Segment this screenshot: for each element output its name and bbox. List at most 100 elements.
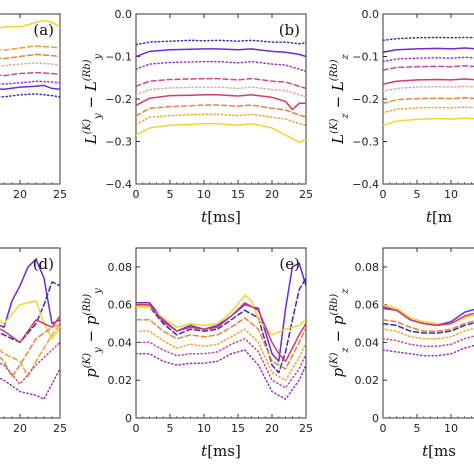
series-line-c-6 [383, 96, 474, 105]
x-tick-label: 5 [167, 188, 174, 201]
series-line-a-7 [0, 93, 60, 98]
panel-b: 0 5 10 15 20 25 0.0 −0.1 −0.2 −0.3 −0.4 (b) t[ms] L(K… [82, 8, 313, 226]
series-line-c-3 [383, 65, 474, 71]
x-axis-label: t[ms] [201, 208, 241, 226]
y-tick-label: −0.4 [352, 178, 379, 191]
series-line-a-0 [0, 19, 60, 29]
panel-label: (a) [33, 21, 54, 39]
series-line-b-2 [136, 60, 306, 73]
y-tick-label: 0.08 [355, 261, 380, 274]
y-axis-label: L(K)z − L(Rb)z [329, 53, 351, 144]
x-tick-label: 25 [53, 188, 67, 201]
x-axis-label: t[m [426, 208, 452, 226]
series-line-d-2 [0, 300, 60, 340]
series-line-a-6 [0, 84, 60, 90]
plot-frame [0, 13, 61, 185]
x-tick-label: 0 [380, 188, 387, 201]
y-tick-label: 0.06 [108, 299, 133, 312]
series-line-a-3 [0, 62, 60, 67]
y-tick-label: 0.02 [108, 374, 133, 387]
series-line-f-4 [383, 322, 474, 334]
x-tick-label: 20 [265, 422, 279, 435]
series-line-e-1 [136, 277, 306, 374]
series-line-a-1 [0, 45, 60, 51]
y-tick-label: 0 [125, 412, 132, 425]
y-axis-label: L(K)y − L(Rb)y [82, 53, 104, 145]
y-tick-label: −0.2 [105, 93, 132, 106]
series-group [136, 39, 306, 144]
y-tick-label: 0.0 [362, 8, 380, 21]
x-tick-label: 10 [444, 422, 458, 435]
x-tick-label: 25 [53, 422, 67, 435]
x-tick-label: 10 [197, 188, 211, 201]
series-line-e-0 [136, 262, 306, 363]
series-line-b-3 [136, 77, 306, 90]
series-line-d-5 [0, 322, 60, 378]
x-tick-label: 20 [13, 422, 27, 435]
plot-frame [135, 247, 307, 419]
series-group [383, 36, 474, 127]
y-tick-label: −0.2 [352, 93, 379, 106]
x-tick-label: 20 [265, 188, 279, 201]
y-tick-label: 0.04 [108, 336, 133, 349]
x-tick-label: 5 [167, 422, 174, 435]
series-line-c-1 [383, 47, 474, 53]
series-line-a-5 [0, 80, 60, 85]
series-line-e-2 [136, 294, 306, 336]
series-line-e-5 [136, 328, 306, 381]
series-line-f-6 [383, 335, 474, 347]
series-line-a-4 [0, 71, 60, 77]
y-tick-label: −0.4 [105, 178, 132, 191]
x-tick-label: 0 [133, 422, 140, 435]
series-line-a-2 [0, 53, 60, 60]
series-line-d-7 [0, 368, 60, 400]
series-line-f-2 [383, 305, 474, 327]
y-axis-label: p(K)z − p(Rb)z [329, 288, 351, 378]
series-line-b-5 [136, 94, 306, 111]
series-group [383, 303, 474, 357]
panel-c: 0 5 10 0.0 −0.1 −0.2 −0.3 −0.4 t[m L(K)z − L(Rb)z [329, 8, 474, 226]
series-line-b-4 [136, 86, 306, 98]
plot-frame [135, 13, 307, 185]
series-line-b-6 [136, 104, 306, 118]
y-tick-label: 0.06 [355, 299, 380, 312]
x-axis-label: t[ms [422, 442, 456, 460]
plot-frame [382, 247, 474, 419]
series-line-c-5 [383, 85, 474, 93]
series-line-c-7 [383, 106, 474, 114]
x-tick-label: 15 [231, 422, 245, 435]
series-line-c-4 [383, 78, 474, 85]
series-line-c-2 [383, 56, 474, 63]
y-tick-label: 0.0 [115, 8, 133, 21]
y-tick-label: 0.04 [355, 336, 380, 349]
series-line-b-1 [136, 48, 306, 58]
y-axis-label: p(K)y − p(Rb)y [82, 288, 104, 378]
series-group [136, 262, 306, 400]
series-line-e-3 [136, 302, 306, 363]
series-line-b-8 [136, 122, 306, 144]
x-tick-label: 5 [414, 188, 421, 201]
y-tick-label: −0.3 [105, 136, 132, 149]
x-tick-label: 10 [197, 422, 211, 435]
panel-label: (b) [279, 21, 300, 39]
y-tick-label: 0.02 [355, 374, 380, 387]
series-line-d-1 [0, 281, 60, 344]
panel-f: 0 5 10 0.08 0.06 0.04 0.02 0 t[ms p(K)z − p(Rb)z [329, 247, 474, 460]
x-tick-label: 15 [231, 188, 245, 201]
panel-label: (e) [279, 255, 300, 273]
series-line-d-0 [0, 258, 60, 329]
x-axis-label: t[ms] [201, 442, 241, 460]
x-tick-label: 0 [380, 422, 387, 435]
series-line-f-0 [383, 303, 474, 325]
series-line-d-6 [0, 341, 60, 385]
plot-frame [382, 13, 474, 185]
y-tick-label: 0.08 [108, 261, 133, 274]
series-line-b-0 [136, 39, 306, 46]
series-line-e-7 [136, 349, 306, 400]
series-line-f-3 [383, 319, 474, 332]
series-group [0, 19, 60, 98]
panel-label: (d) [33, 255, 54, 273]
series-line-d-4 [0, 322, 60, 378]
panel-d: 20 25 (d) [0, 247, 67, 435]
series-line-f-7 [383, 344, 474, 357]
